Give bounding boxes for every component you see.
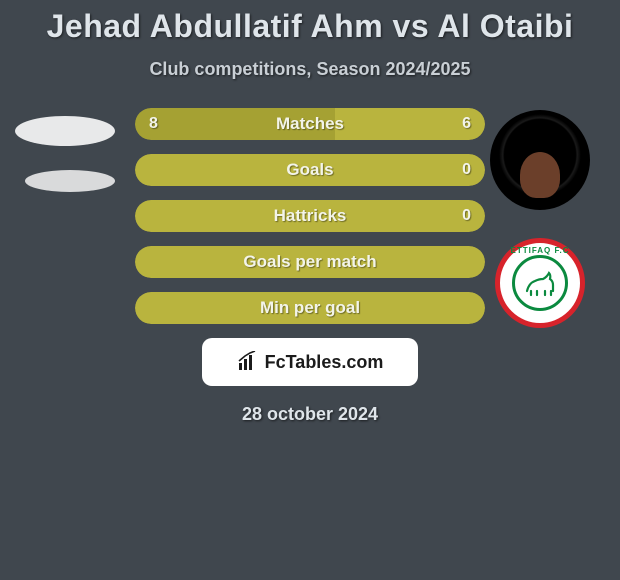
stat-label: Min per goal — [135, 298, 485, 318]
stat-row-hattricks: Hattricks 0 — [135, 200, 485, 232]
stat-right-value: 6 — [462, 115, 471, 133]
club-badge-inner — [512, 255, 568, 311]
stat-row-min-per-goal: Min per goal — [135, 292, 485, 324]
bar-chart-icon — [237, 351, 259, 373]
branding-text: FcTables.com — [265, 352, 384, 373]
stat-row-goals: Goals 0 — [135, 154, 485, 186]
club-badge: ETTIFAQ F.C — [495, 238, 585, 328]
player-face-shape — [520, 152, 560, 198]
player-left-column — [10, 108, 120, 192]
branding-badge: FcTables.com — [202, 338, 418, 386]
stat-label: Goals per match — [135, 252, 485, 272]
stat-right-value: 0 — [462, 161, 471, 179]
stat-label: Hattricks — [135, 206, 485, 226]
club-badge-text: ETTIFAQ F.C — [500, 246, 580, 255]
page-title: Jehad Abdullatif Ahm vs Al Otaibi — [0, 0, 620, 45]
stat-right-value: 0 — [462, 207, 471, 225]
player-left-club-placeholder — [25, 170, 115, 192]
date-label: 28 october 2024 — [0, 404, 620, 425]
stat-label: Matches — [135, 114, 485, 134]
stat-row-goals-per-match: Goals per match — [135, 246, 485, 278]
player-right-photo — [490, 110, 590, 210]
player-right-column: ETTIFAQ F.C — [490, 108, 600, 328]
comparison-content: ETTIFAQ F.C 8 Matches 6 Goals 0 Hattric — [0, 108, 620, 425]
stat-row-matches: 8 Matches 6 — [135, 108, 485, 140]
stat-label: Goals — [135, 160, 485, 180]
player-left-photo-placeholder — [15, 116, 115, 146]
stat-bars: 8 Matches 6 Goals 0 Hattricks 0 Goals pe… — [135, 108, 485, 324]
page-subtitle: Club competitions, Season 2024/2025 — [0, 59, 620, 80]
horse-icon — [523, 269, 557, 297]
